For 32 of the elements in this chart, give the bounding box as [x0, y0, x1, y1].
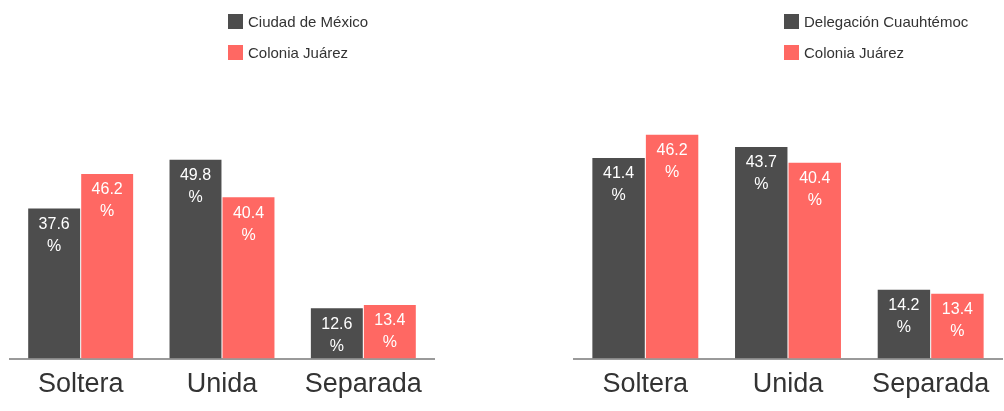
x-tick-label: Separada: [304, 368, 423, 399]
legend-label: Colonia Juárez: [248, 44, 349, 61]
bar: [735, 146, 788, 359]
data-label: 37.6 %: [38, 214, 70, 254]
data-label: 13.4 %: [374, 311, 406, 351]
x-tick-label: Unida: [752, 368, 825, 399]
legend-label: Ciudad de México: [248, 13, 369, 30]
bar: [222, 197, 275, 359]
data-label: 40.4 %: [232, 203, 265, 243]
data-label: 49.8 %: [179, 166, 212, 206]
bar: [931, 293, 984, 359]
data-label: 46.2 %: [656, 141, 688, 181]
legend-label: Delegación Cuauhtémoc: [804, 13, 969, 30]
bar: [592, 158, 645, 359]
bar: [877, 289, 931, 359]
bar: [169, 159, 222, 359]
legend-label: Colonia Juárez: [804, 44, 905, 61]
x-tick-label: Soltera: [37, 368, 125, 399]
data-label: 12.6 %: [321, 314, 353, 354]
data-label: 13.4 %: [941, 300, 974, 340]
bar: [788, 162, 841, 359]
x-tick-label: Separada: [872, 368, 991, 399]
data-label: 43.7 %: [745, 153, 777, 193]
data-label: 14.2 %: [888, 296, 920, 336]
x-tick-label: Soltera: [602, 368, 690, 399]
bar: [81, 174, 134, 359]
bar: [28, 208, 81, 359]
data-label: 46.2 %: [91, 180, 123, 220]
data-label: 40.4 %: [799, 169, 831, 209]
x-tick-label: Unida: [186, 368, 259, 399]
data-label: 41.4 %: [603, 164, 635, 204]
bar: [645, 134, 699, 359]
